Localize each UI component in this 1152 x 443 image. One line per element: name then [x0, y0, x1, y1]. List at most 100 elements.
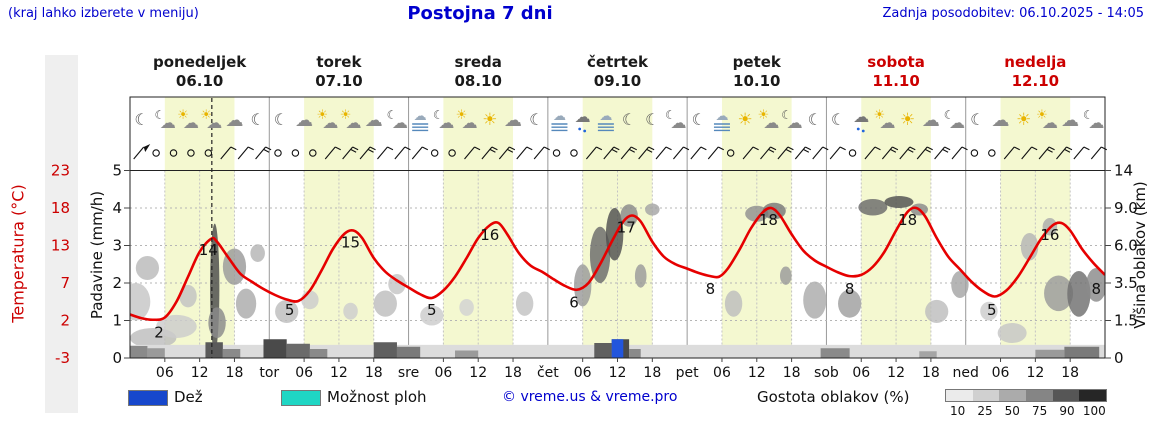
svg-text:☁: ☁ — [599, 109, 612, 124]
cloud-density-label: Gostota oblakov (%) — [757, 388, 910, 406]
svg-text:9.0: 9.0 — [1114, 199, 1138, 217]
svg-text:☁: ☁ — [992, 110, 1010, 131]
svg-text:0: 0 — [1114, 349, 1124, 367]
weather-icon-moon: ☾ — [808, 110, 822, 129]
svg-text:☁: ☁ — [183, 113, 199, 132]
svg-text:☀: ☀ — [738, 110, 753, 130]
svg-text:petek: petek — [733, 53, 782, 71]
wind-symbol-calm — [988, 149, 996, 157]
svg-text:8: 8 — [845, 280, 855, 298]
svg-text:☾: ☾ — [154, 108, 165, 122]
wind-symbol-barb1 — [951, 146, 968, 160]
weather-icon-sun-cloud: ☀☁ — [200, 108, 222, 132]
wind-symbol-barb1 — [1073, 146, 1090, 160]
svg-text:☁: ☁ — [295, 110, 313, 131]
temperature-axis-ticks: 23 18 13 7 2 -3 — [51, 162, 70, 368]
wind-symbol-calm — [204, 149, 213, 157]
weather-icon-moon: ☾ — [251, 110, 265, 129]
weather-icon-sun-cloud: ☀☁ — [177, 108, 199, 132]
svg-text:☁: ☁ — [853, 107, 869, 126]
weather-icon-cloud-moon: ☾☁ — [944, 108, 965, 132]
svg-text:nedelja: nedelja — [1004, 53, 1066, 71]
svg-text:16: 16 — [480, 226, 499, 244]
wind-symbol-barb2 — [255, 146, 272, 160]
weather-icon-cloud: ☁ — [225, 110, 243, 131]
svg-text:12: 12 — [1026, 365, 1044, 381]
svg-text:0: 0 — [112, 349, 122, 367]
svg-text:☁: ☁ — [438, 113, 454, 132]
weather-icon-sun-cloud: ☀☁ — [1036, 108, 1058, 132]
page-title: Postojna 7 dni — [407, 3, 553, 24]
wind-symbol-barb1 — [812, 146, 829, 160]
wind-symbol-barb1 — [1090, 146, 1108, 160]
svg-text:☀: ☀ — [900, 110, 915, 130]
svg-text:☁: ☁ — [787, 113, 803, 132]
wind-symbol-barb2 — [359, 146, 376, 160]
svg-text:07.10: 07.10 — [315, 72, 362, 90]
svg-text:☀: ☀ — [316, 108, 328, 123]
x-axis-labels: 06 12 18 tor 06 12 18 sre 06 12 18 čet 06 12 18 pet 06 12… — [156, 358, 1079, 381]
svg-text:18: 18 — [365, 365, 383, 381]
weather-icon-sun-cloud: ☀☁ — [758, 108, 780, 132]
svg-text:18: 18 — [759, 211, 778, 229]
svg-text:☾: ☾ — [433, 108, 444, 122]
wind-symbol-barb1 — [324, 146, 341, 160]
weather-icon-cloud-moon: ☾☁ — [781, 108, 802, 132]
svg-text:12: 12 — [469, 365, 487, 381]
svg-text:ponedeljek: ponedeljek — [153, 53, 247, 71]
weather-icon-cloud: ☁ — [365, 110, 383, 131]
density-segment — [1026, 390, 1053, 401]
svg-text:08.10: 08.10 — [454, 72, 501, 90]
wind-symbol-calm — [291, 149, 300, 157]
wind-symbol-barb1 — [673, 146, 690, 160]
wind-symbol-calm — [448, 149, 456, 157]
svg-text:06: 06 — [992, 365, 1010, 381]
wind-symbol-barb1 — [1021, 146, 1038, 160]
svg-text:☁: ☁ — [553, 109, 566, 124]
density-segment — [1079, 390, 1107, 401]
svg-text:☀: ☀ — [482, 110, 497, 130]
svg-text:12: 12 — [330, 365, 348, 381]
weather-icon-cloud-moon: ☾☁ — [154, 108, 175, 132]
wind-symbol-calm — [169, 149, 178, 157]
svg-text:10.10: 10.10 — [733, 72, 780, 90]
svg-text:12: 12 — [191, 365, 209, 381]
svg-text:1: 1 — [112, 312, 122, 330]
wind-symbol-barb1 — [411, 146, 429, 160]
cloud-density-tick-labels: 10 25 50 75 90 100 — [944, 404, 1108, 418]
svg-text:☾: ☾ — [665, 108, 676, 122]
density-tick-label: 10 — [950, 404, 966, 418]
density-segment — [1052, 390, 1080, 401]
svg-text:18: 18 — [226, 365, 244, 381]
weather-icon-cloud: ☁ — [295, 110, 313, 131]
wind-symbol-barb1 — [864, 146, 881, 160]
svg-text:☾: ☾ — [781, 108, 792, 122]
svg-text:18: 18 — [643, 365, 661, 381]
svg-text:☁: ☁ — [949, 113, 965, 132]
density-tick-label: 75 — [1032, 404, 1048, 418]
wind-symbol-barb1 — [829, 146, 846, 160]
wind-symbol-barb1 — [464, 146, 481, 160]
wind-symbol-barb2 — [899, 146, 916, 160]
svg-text:☀: ☀ — [1036, 108, 1048, 123]
wind-symbol-barb1 — [237, 146, 254, 160]
svg-text:☁: ☁ — [462, 113, 478, 132]
svg-text:☾: ☾ — [251, 110, 265, 129]
svg-text:☁: ☁ — [1088, 113, 1104, 132]
svg-text:5: 5 — [987, 301, 997, 319]
svg-text:17: 17 — [617, 219, 636, 237]
density-segment — [999, 390, 1027, 401]
svg-text:6: 6 — [569, 294, 579, 312]
wind-symbol-barb2 — [881, 146, 899, 160]
copyright-link[interactable]: © vreme.us & vreme.pro — [502, 389, 678, 405]
weather-icon-cloud: ☁ — [504, 110, 522, 131]
svg-text:18: 18 — [51, 199, 70, 217]
svg-text:☁: ☁ — [575, 107, 591, 126]
svg-text:☾: ☾ — [970, 110, 984, 129]
weather-icon-fog: ☁ — [551, 109, 568, 132]
svg-text:☾: ☾ — [645, 110, 659, 129]
wind-symbol-barb1 — [742, 146, 759, 160]
wind-symbol-barb2 — [794, 146, 812, 160]
